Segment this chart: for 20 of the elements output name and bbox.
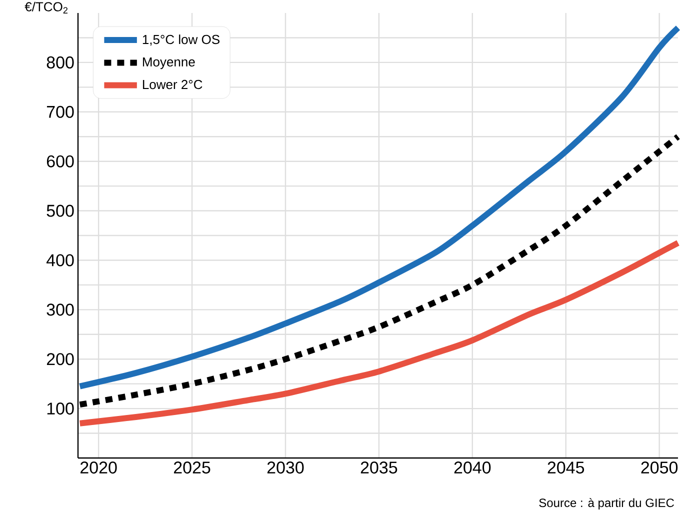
y-tick-label: 600	[46, 155, 74, 168]
x-tick-label: 2040	[454, 462, 491, 474]
legend-label: Lower 2°C	[142, 80, 202, 90]
y-tick-label: 800	[46, 56, 74, 68]
y-tick-label: 500	[46, 204, 74, 217]
source-note: Source : à partir du GIEC	[539, 498, 674, 510]
y-tick-label: 300	[46, 304, 74, 316]
x-tick-label: 2025	[174, 462, 210, 474]
y-axis-title: €/TCO$_{2}$	[24, 2, 68, 14]
x-tick-label: 2045	[548, 462, 584, 474]
x-tick-label: 2020	[80, 462, 117, 474]
y-tick-label: 400	[46, 254, 74, 266]
x-tick-label: 2030	[267, 462, 304, 474]
x-tick-label: 2050	[641, 462, 678, 474]
y-tick-label: 100	[47, 402, 74, 415]
y-tick-label: 700	[46, 106, 74, 118]
x-tick-label: 2035	[360, 462, 398, 474]
y-tick-label: 200	[46, 353, 74, 366]
legend-label: 1,5°C low OS	[142, 34, 220, 46]
legend-label: Moyenne	[142, 57, 195, 70]
